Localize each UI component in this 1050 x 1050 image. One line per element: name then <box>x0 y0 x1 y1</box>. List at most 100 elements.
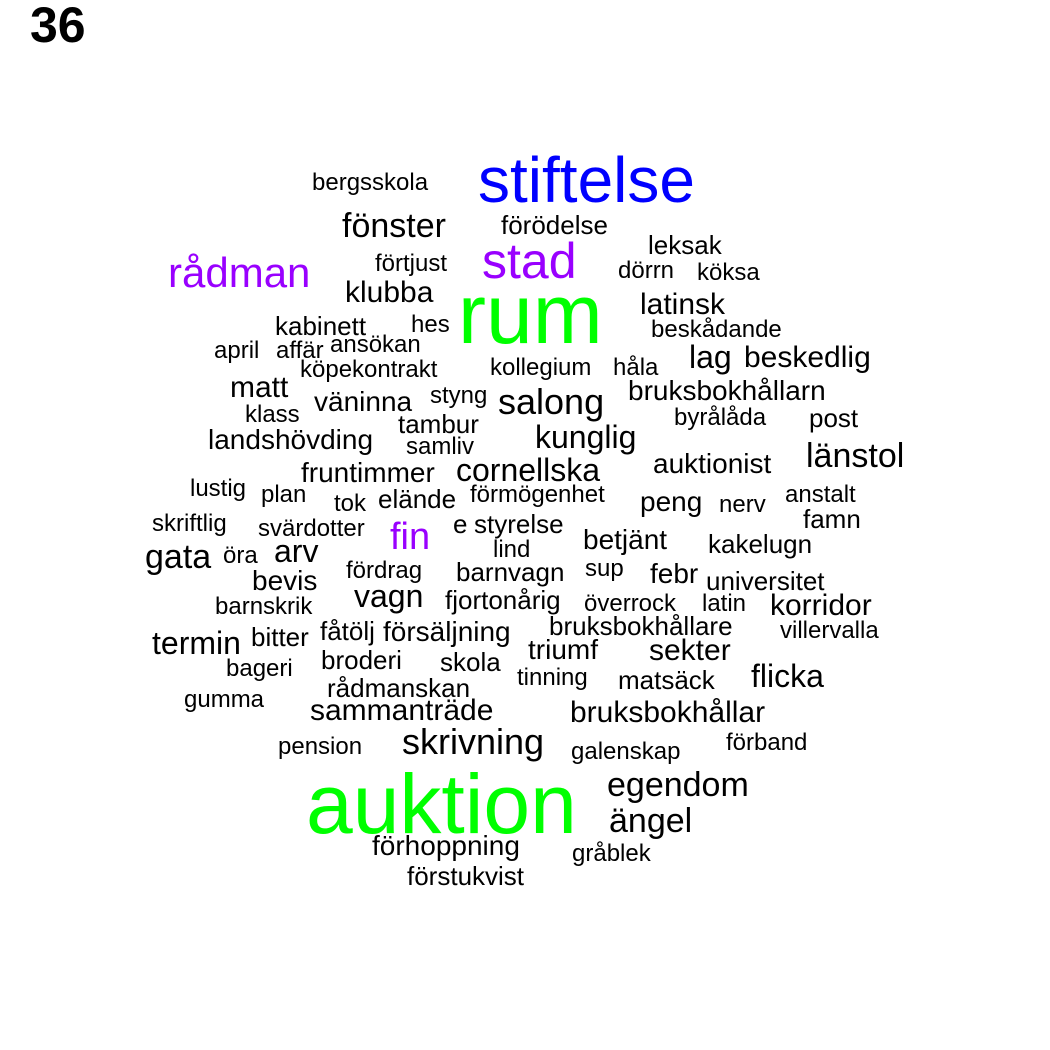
word: arv <box>274 533 319 569</box>
word: matsäck <box>618 665 715 695</box>
word: sammanträde <box>310 694 494 727</box>
word: beskådande <box>651 316 782 343</box>
word: fåtölj <box>320 616 375 646</box>
word: april <box>214 337 260 364</box>
word: rådmanskan <box>327 673 471 703</box>
word: tambur <box>398 409 479 439</box>
word: vagn <box>354 578 424 614</box>
word: lustig <box>190 475 247 502</box>
word: skrivning <box>402 721 545 762</box>
word: styng <box>430 382 488 409</box>
word: universitet <box>706 566 825 596</box>
word: betjänt <box>583 524 668 555</box>
word: bitter <box>251 622 309 652</box>
word: barnvagn <box>456 557 565 587</box>
word: bruksbokhållarn <box>628 375 826 406</box>
word: termin <box>152 625 241 661</box>
word: hes <box>411 311 450 338</box>
word: cornellska <box>456 452 601 488</box>
word: egendom <box>607 766 749 804</box>
word: byrålåda <box>674 404 767 431</box>
word: klubba <box>345 276 434 309</box>
word: flicka <box>751 658 824 694</box>
word: försäljning <box>383 616 511 647</box>
word: förmögenhet <box>470 481 605 508</box>
word: skola <box>440 647 501 677</box>
word: matt <box>230 371 289 404</box>
word: kakelugn <box>708 529 813 559</box>
word: kunglig <box>535 419 637 455</box>
word: väninna <box>314 386 413 417</box>
word: överrock <box>584 590 677 617</box>
word: stad <box>482 233 577 289</box>
word: post <box>809 403 859 433</box>
word: plan <box>261 481 307 508</box>
word: anstalt <box>785 481 856 508</box>
word: rum <box>458 267 603 361</box>
word: e <box>453 509 468 539</box>
word: förhoppning <box>372 830 520 861</box>
word: förband <box>726 729 808 756</box>
word: bergsskola <box>312 169 429 196</box>
word: kollegium <box>490 354 592 381</box>
word: fruntimmer <box>301 457 435 488</box>
word: bevis <box>252 565 318 596</box>
word: länstol <box>806 437 905 475</box>
word: peng <box>640 486 703 517</box>
word: leksak <box>648 230 722 260</box>
word: bruksbokhållar <box>570 696 766 729</box>
word: skriftlig <box>152 510 227 537</box>
word: klass <box>245 401 300 428</box>
word: förstukvist <box>407 861 525 891</box>
word: salong <box>498 381 605 422</box>
word: beskedlig <box>744 341 871 374</box>
word: lag <box>689 339 732 375</box>
word: stiftelse <box>478 144 695 216</box>
word: tok <box>334 490 367 517</box>
word: famn <box>803 504 861 534</box>
word: ängel <box>609 802 693 840</box>
word: fönster <box>342 207 446 245</box>
word: lind <box>493 536 531 563</box>
word: köksa <box>697 259 760 286</box>
word: fin <box>390 516 431 558</box>
word: sup <box>585 555 624 582</box>
word: villervalla <box>780 617 879 644</box>
word: samliv <box>406 433 475 460</box>
word: styrelse <box>474 509 564 539</box>
word: ansökan <box>330 331 421 358</box>
word: svärdotter <box>258 515 365 542</box>
word: dörrn <box>618 257 675 284</box>
word: håla <box>613 354 659 381</box>
page-number: 36 <box>30 0 86 53</box>
word: febr <box>650 558 699 589</box>
word: galenskap <box>571 738 681 765</box>
word: auktionist <box>653 448 772 479</box>
word: rådman <box>168 249 311 296</box>
word: bageri <box>226 655 293 682</box>
word: elände <box>378 484 457 514</box>
word: korridor <box>770 589 872 622</box>
word: triumf <box>528 634 598 665</box>
word: latin <box>702 590 747 617</box>
word: fördrag <box>346 557 423 584</box>
word: landshövding <box>208 424 374 455</box>
word: kabinett <box>275 311 367 341</box>
word: gata <box>145 538 212 576</box>
word: köpekontrakt <box>300 356 438 383</box>
word: förtjust <box>375 250 448 277</box>
word: barnskrik <box>215 593 313 620</box>
word: auktion <box>306 757 577 851</box>
word: fjortonårig <box>445 585 561 615</box>
word: sekter <box>649 634 731 667</box>
word: öra <box>223 542 258 569</box>
word: förödelse <box>501 210 608 240</box>
word: pension <box>278 733 363 760</box>
word: affär <box>276 337 324 364</box>
word: nerv <box>719 491 766 518</box>
word: bruksbokhållare <box>549 611 733 641</box>
word: broderi <box>321 645 402 675</box>
word: tinning <box>517 664 588 691</box>
word: latinsk <box>640 288 726 321</box>
